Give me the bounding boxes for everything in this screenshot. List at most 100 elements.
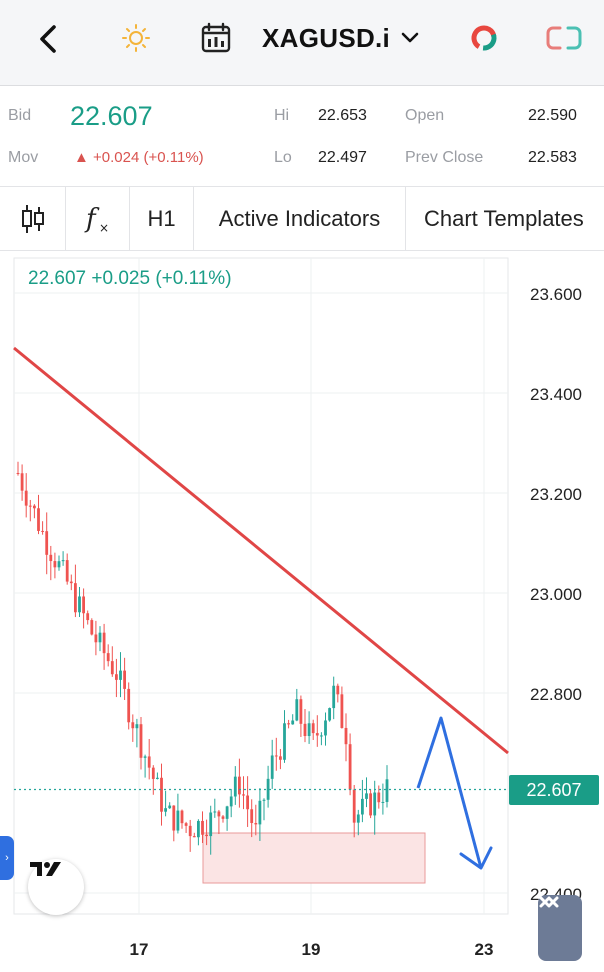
candle-body	[233, 776, 237, 797]
candle-body	[324, 720, 327, 736]
candle-body	[229, 796, 233, 807]
candle-body	[180, 810, 184, 824]
x-tick-label: 19	[302, 940, 321, 959]
candle-body	[279, 756, 282, 760]
chart-type-button[interactable]	[0, 187, 66, 250]
candle-body	[246, 795, 249, 810]
open-value: 22.590	[528, 107, 577, 124]
side-panel-toggle[interactable]: ›	[0, 836, 14, 880]
candle-body	[123, 670, 126, 689]
candle-body	[250, 809, 254, 824]
candle-body	[24, 490, 28, 506]
candle-body	[262, 799, 266, 801]
mov-label: Mov	[8, 149, 39, 166]
donut-chart-icon	[471, 25, 497, 51]
y-tick-label: 23.600	[530, 285, 582, 304]
prev-close-label: Prev Close	[405, 149, 484, 166]
candle-body	[361, 798, 364, 815]
sentiment-button[interactable]	[464, 20, 504, 56]
chevron-down-icon	[401, 32, 419, 43]
candle-body	[53, 561, 57, 568]
svg-text:×: ×	[99, 221, 109, 235]
bid-label: Bid	[8, 107, 32, 124]
scroll-to-end-button[interactable]	[538, 895, 582, 961]
candle-body	[209, 812, 213, 837]
theme-toggle-button[interactable]	[116, 20, 156, 56]
candle-body	[254, 823, 258, 825]
lo-label: Lo	[274, 149, 292, 166]
support-zone	[202, 832, 426, 884]
link-icon	[546, 26, 582, 50]
candle-body	[205, 834, 208, 837]
candle-body	[307, 723, 311, 737]
candle-body	[320, 735, 323, 737]
candle-body	[115, 674, 118, 680]
candle-body	[143, 756, 147, 758]
calendar-button[interactable]	[196, 20, 236, 56]
candle-body	[90, 620, 94, 635]
candle-body	[16, 473, 20, 474]
back-button[interactable]	[28, 22, 68, 56]
candle-body	[78, 596, 81, 613]
chart-templates-label: Chart Templates	[424, 205, 584, 231]
candle-body	[156, 777, 159, 779]
interval-label: H1	[147, 205, 176, 231]
candle-body	[344, 727, 348, 745]
candle-body	[315, 733, 319, 736]
open-label: Open	[405, 107, 445, 124]
candle-body	[266, 778, 270, 800]
x-tick-label: 23	[475, 940, 494, 959]
link-button[interactable]	[542, 20, 586, 56]
candle-body	[188, 825, 192, 837]
candle-body	[377, 792, 381, 803]
candle-body	[41, 530, 44, 532]
symbol-name: XAGUSD.i	[262, 22, 391, 53]
candle-body	[151, 767, 155, 779]
candle-body	[365, 793, 368, 799]
active-indicators-button[interactable]: Active Indicators	[194, 187, 406, 250]
candle-body	[217, 811, 221, 817]
candle-body	[45, 531, 49, 555]
candle-body	[369, 793, 372, 816]
y-tick-label: 22.800	[530, 685, 582, 704]
candle-body	[135, 724, 139, 729]
candle-body	[37, 508, 40, 531]
interval-button[interactable]: H1	[130, 187, 194, 250]
candle-body	[328, 708, 331, 721]
mov-value: ▲ +0.024 (+0.11%)	[74, 149, 204, 166]
quote-panel: Bid 22.607 Mov ▲ +0.024 (+0.11%) Hi 22.6…	[0, 87, 604, 187]
candle-body	[332, 685, 336, 709]
candle-body	[184, 823, 188, 826]
candle-body	[61, 560, 65, 562]
indicators-button[interactable]: f ×	[66, 187, 130, 250]
candle-body	[57, 561, 61, 568]
plot-frame	[13, 257, 509, 915]
candlestick-icon	[21, 204, 44, 233]
candle-body	[311, 723, 315, 734]
chart-templates-button[interactable]: Chart Templates	[406, 187, 604, 250]
y-tick-label: 23.000	[530, 585, 582, 604]
function-icon: f ×	[84, 204, 109, 235]
candle-body	[270, 755, 274, 779]
candle-body	[33, 505, 36, 509]
trend-line	[13, 346, 509, 755]
current-price-tag: 22.607	[509, 775, 599, 805]
candle-body	[102, 632, 106, 654]
candle-body	[168, 805, 172, 809]
chart-legend: 22.607 +0.025 (+0.11%)	[28, 268, 232, 289]
price-chart[interactable]: 23.60023.40023.20023.00022.80022.4001719…	[0, 252, 604, 972]
tradingview-logo[interactable]	[28, 859, 84, 915]
chart-canvas[interactable]: 23.60023.40023.20023.00022.80022.4001719…	[0, 252, 604, 972]
candle-body	[238, 776, 241, 795]
candle-body	[49, 554, 53, 562]
candle-body	[291, 720, 295, 725]
sun-icon	[122, 24, 150, 52]
symbol-selector[interactable]: XAGUSD.i	[262, 20, 420, 56]
hi-label: Hi	[274, 107, 290, 124]
svg-text:f: f	[84, 204, 100, 234]
candle-body	[225, 806, 229, 819]
candle-body	[28, 505, 32, 507]
candle-body	[139, 724, 143, 758]
tradingview-logo-icon	[30, 862, 61, 876]
bid-value: 22.607	[70, 101, 153, 131]
